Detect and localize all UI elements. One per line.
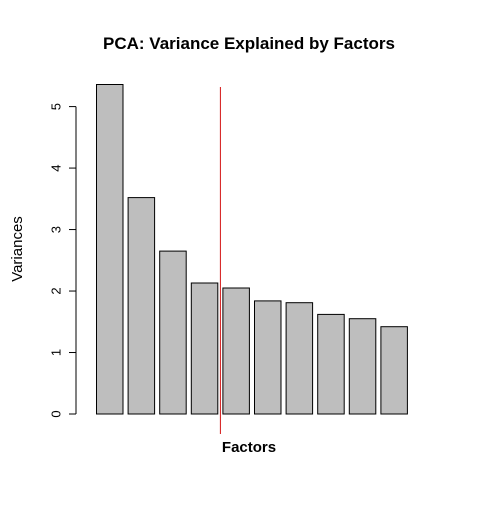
y-tick-label-2: 2	[48, 287, 63, 294]
bar-9	[348, 318, 377, 415]
y-tick-label-3: 3	[48, 226, 63, 233]
y-tick-label-5: 5	[48, 103, 63, 110]
y-tick-label-1: 1	[48, 349, 63, 356]
x-axis-label: Factors	[222, 439, 276, 456]
bar-4	[190, 282, 219, 415]
bar-5	[222, 287, 250, 415]
y-axis-label: Variances	[9, 216, 26, 282]
bar-7	[285, 302, 314, 415]
y-tick-label-4: 4	[48, 164, 63, 171]
bar-3	[159, 250, 187, 415]
bar-6	[254, 300, 282, 415]
bar-8	[317, 313, 345, 415]
bar-1	[96, 84, 124, 415]
bar-2	[127, 197, 156, 415]
bar-10	[380, 326, 408, 415]
y-tick-label-0: 0	[48, 410, 63, 417]
y-axis: 0 1 2 3 4 5	[48, 103, 77, 418]
chart-title: PCA: Variance Explained by Factors	[103, 34, 395, 53]
bars-group	[96, 84, 408, 415]
